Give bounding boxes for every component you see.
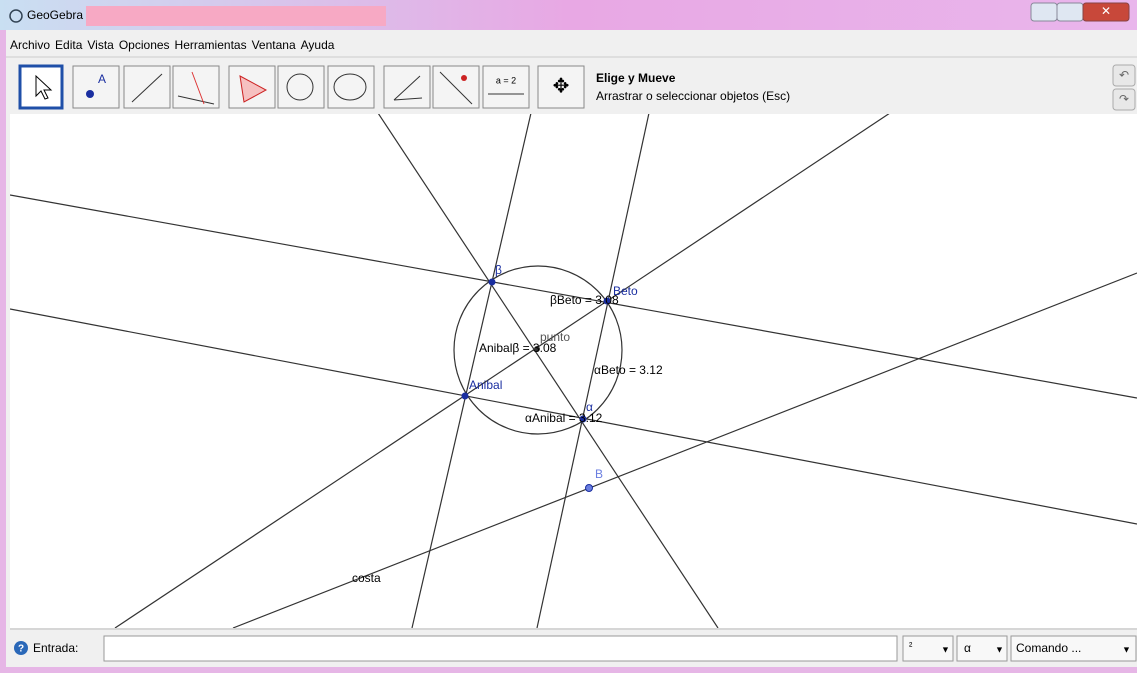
line: [536, 114, 650, 628]
perpendicular-tool[interactable]: [172, 65, 220, 109]
point-label: β: [495, 263, 502, 277]
greek-dropdown[interactable]: [956, 635, 1008, 662]
angle-label: Anibalβ = 3.08: [479, 341, 557, 355]
toolbar: A a = 2 ✥ Elige y Mueve Arrastrar o sele…: [18, 64, 1136, 111]
move-view-tool[interactable]: [537, 65, 585, 109]
tool-icon-label: a = 2: [496, 75, 516, 85]
menu-item[interactable]: Ventana: [252, 38, 296, 52]
tool-icon: [191, 71, 205, 105]
help-icon-mark: ?: [18, 644, 24, 655]
point[interactable]: [534, 346, 540, 352]
line: [10, 194, 1137, 399]
tool-icon: ✥: [553, 75, 570, 97]
point[interactable]: [585, 484, 593, 492]
point[interactable]: [488, 278, 496, 286]
cursor-icon: [35, 74, 53, 100]
command-dropdown-label: Comando ...: [1016, 641, 1081, 655]
line: [411, 114, 532, 628]
graphics-view: β Beto βBeto = 3.08 punto Anibalβ = 3.08…: [10, 114, 1137, 628]
redo-icon: ↷: [1119, 92, 1129, 106]
menu-item[interactable]: Archivo: [10, 38, 50, 52]
maximize-button[interactable]: [1056, 2, 1084, 22]
line: [10, 308, 1137, 525]
tool-help-title: Elige y Mueve: [596, 71, 676, 85]
circle-tool[interactable]: [277, 65, 325, 109]
tool-icon: [177, 95, 215, 105]
tool-icon: [86, 90, 94, 98]
window-title: GeoGebra -: [27, 8, 90, 22]
conic-tool[interactable]: [327, 65, 375, 109]
angle-label: αAnibal = 3.12: [525, 411, 603, 425]
line: [114, 114, 890, 628]
dropdown-arrow: ▼: [995, 644, 1004, 654]
line: [377, 114, 719, 628]
point-label: α: [586, 400, 593, 414]
app-icon: [9, 9, 23, 23]
greek-dropdown-label: α: [964, 641, 971, 655]
angle-tool[interactable]: [383, 65, 431, 109]
point-tool[interactable]: [72, 65, 120, 109]
dropdown-arrow: ▼: [1122, 644, 1131, 654]
point[interactable]: [579, 415, 587, 423]
menu-item[interactable]: Herramientas: [175, 38, 247, 52]
symbol-dropdown-label: ²: [909, 642, 913, 653]
close-x: ✕: [1101, 4, 1111, 18]
undo-button[interactable]: [1112, 64, 1136, 87]
polygon-tool[interactable]: [228, 65, 276, 109]
tool-icon: A: [98, 72, 106, 86]
menu-item[interactable]: Ayuda: [301, 38, 335, 52]
point[interactable]: [461, 392, 469, 400]
circle: [453, 265, 623, 435]
menu-item[interactable]: Vista: [87, 38, 114, 52]
redo-button[interactable]: [1112, 88, 1136, 111]
point-label: B: [595, 467, 603, 481]
dropdown-arrow: ▼: [941, 644, 950, 654]
point-label: Anibal: [469, 378, 502, 392]
symbol-dropdown[interactable]: [902, 635, 954, 662]
input-bar: ? Entrada: ² ▼ α ▼ Comando ... ▼: [10, 628, 1137, 662]
minimize-button[interactable]: [1030, 2, 1058, 22]
point-label: punto: [540, 330, 570, 344]
angle-label: βBeto = 3.08: [550, 293, 619, 307]
tool-icon: [333, 73, 367, 101]
slider-tool[interactable]: [482, 65, 530, 109]
help-icon[interactable]: [14, 641, 28, 655]
tool-icon: [239, 75, 268, 103]
redacted-title: [86, 6, 386, 26]
tool-icon: [393, 75, 423, 101]
undo-icon: ↶: [1119, 68, 1129, 82]
line-label: costa: [352, 571, 381, 585]
input-field[interactable]: [103, 635, 898, 662]
tool-icon: [131, 73, 163, 103]
tool-icon: [439, 71, 473, 105]
input-label: Entrada:: [33, 641, 78, 655]
frame-left: [0, 30, 10, 673]
tool-help-text: Arrastrar o seleccionar objetos (Esc): [596, 89, 790, 103]
menu-item[interactable]: Opciones: [119, 38, 170, 52]
line-costa: [232, 272, 1137, 628]
tool-icon: [286, 73, 314, 101]
frame-bottom: [6, 667, 1137, 673]
angle-label: αBeto = 3.12: [594, 363, 663, 377]
menu-item[interactable]: Edita: [55, 38, 83, 52]
command-dropdown[interactable]: [1010, 635, 1137, 662]
canvas-background[interactable]: [10, 114, 1137, 628]
tool-icon: [461, 75, 467, 81]
line-tool[interactable]: [123, 65, 171, 109]
close-button[interactable]: [1082, 2, 1130, 22]
menu-bar: Archivo Edita Vista Opciones Herramientas Ven…: [10, 38, 335, 52]
point-label: Beto: [613, 284, 638, 298]
point[interactable]: [603, 297, 611, 305]
